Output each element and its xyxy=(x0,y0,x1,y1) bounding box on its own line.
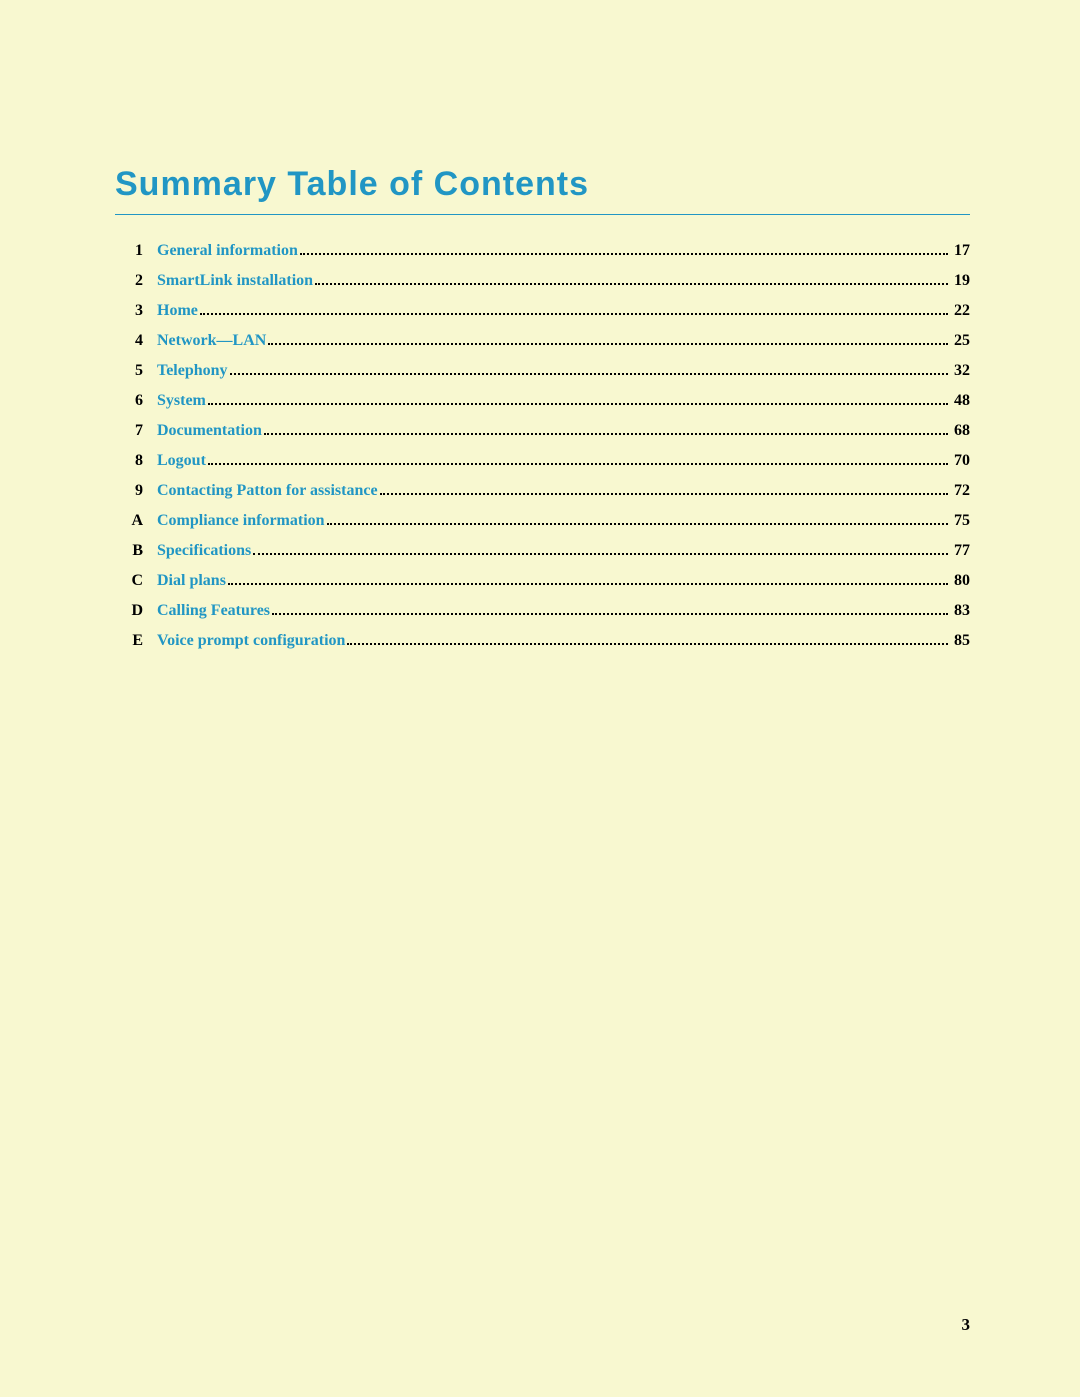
toc-entry-label: SmartLink installation xyxy=(157,273,313,289)
toc-entry[interactable]: D Calling Features 83 xyxy=(115,603,970,619)
toc-dot-leader xyxy=(327,523,948,525)
toc-entry-number: 2 xyxy=(115,273,143,289)
toc-entry-page: 48 xyxy=(954,393,970,409)
toc-entry-page: 22 xyxy=(954,303,970,319)
toc-entry-label: Compliance information xyxy=(157,513,325,529)
toc-entry-label: Telephony xyxy=(157,363,228,379)
toc-entry[interactable]: 7 Documentation 68 xyxy=(115,423,970,439)
toc-entry-page: 25 xyxy=(954,333,970,349)
toc-entry-number: D xyxy=(115,603,143,619)
toc-entry-number: 6 xyxy=(115,393,143,409)
toc-dot-leader xyxy=(230,373,948,375)
toc-entry[interactable]: 3 Home 22 xyxy=(115,303,970,319)
toc-entry-number: 5 xyxy=(115,363,143,379)
toc-dot-leader xyxy=(347,643,948,645)
toc-dot-leader xyxy=(264,433,948,435)
toc-entry-number: 9 xyxy=(115,483,143,499)
toc-entry-number: 1 xyxy=(115,243,143,259)
toc-entry[interactable]: E Voice prompt configuration 85 xyxy=(115,633,970,649)
toc-entry[interactable]: 4 Network—LAN 25 xyxy=(115,333,970,349)
toc-entry-page: 75 xyxy=(954,513,970,529)
toc-entry-page: 19 xyxy=(954,273,970,289)
document-page: Summary Table of Contents 1 General infor… xyxy=(0,0,1080,1397)
toc-entry[interactable]: 5 Telephony 32 xyxy=(115,363,970,379)
toc-entry-label: General information xyxy=(157,243,298,259)
toc-dot-leader xyxy=(228,583,948,585)
toc-entry-page: 72 xyxy=(954,483,970,499)
toc-entry-page: 70 xyxy=(954,453,970,469)
toc-entry-number: 3 xyxy=(115,303,143,319)
toc-entry-label: Voice prompt configuration xyxy=(157,633,345,649)
toc-entry-number: C xyxy=(115,573,143,589)
toc-entry-page: 32 xyxy=(954,363,970,379)
toc-entry-label: Documentation xyxy=(157,423,262,439)
toc-dot-leader xyxy=(268,343,948,345)
table-of-contents: 1 General information 17 2 SmartLink instal… xyxy=(115,243,970,649)
toc-entry-number: B xyxy=(115,543,143,559)
toc-entry-number: 4 xyxy=(115,333,143,349)
toc-entry-page: 83 xyxy=(954,603,970,619)
title-rule xyxy=(115,214,970,215)
toc-dot-leader xyxy=(208,403,948,405)
toc-dot-leader xyxy=(253,553,948,555)
toc-entry-page: 77 xyxy=(954,543,970,559)
toc-entry[interactable]: 1 General information 17 xyxy=(115,243,970,259)
page-title: Summary Table of Contents xyxy=(115,165,970,204)
toc-entry-number: 7 xyxy=(115,423,143,439)
toc-entry-label: System xyxy=(157,393,206,409)
toc-dot-leader xyxy=(200,313,948,315)
toc-dot-leader xyxy=(272,613,948,615)
toc-entry-number: A xyxy=(115,513,143,529)
toc-dot-leader xyxy=(380,493,948,495)
toc-entry-page: 85 xyxy=(954,633,970,649)
toc-entry-page: 80 xyxy=(954,573,970,589)
toc-entry[interactable]: 2 SmartLink installation 19 xyxy=(115,273,970,289)
toc-entry-number: 8 xyxy=(115,453,143,469)
toc-entry[interactable]: B Specifications 77 xyxy=(115,543,970,559)
toc-entry-page: 68 xyxy=(954,423,970,439)
toc-entry-label: Specifications xyxy=(157,543,251,559)
toc-entry[interactable]: 6 System 48 xyxy=(115,393,970,409)
toc-entry-label: Home xyxy=(157,303,198,319)
toc-entry-label: Dial plans xyxy=(157,573,226,589)
toc-entry-label: Contacting Patton for assistance xyxy=(157,483,378,499)
toc-dot-leader xyxy=(300,253,948,255)
toc-entry[interactable]: A Compliance information 75 xyxy=(115,513,970,529)
toc-entry[interactable]: 9 Contacting Patton for assistance 72 xyxy=(115,483,970,499)
toc-entry-page: 17 xyxy=(954,243,970,259)
toc-entry-label: Logout xyxy=(157,453,206,469)
toc-dot-leader xyxy=(315,283,948,285)
toc-entry[interactable]: C Dial plans 80 xyxy=(115,573,970,589)
page-number: 3 xyxy=(962,1315,971,1335)
toc-dot-leader xyxy=(208,463,948,465)
toc-entry-label: Network—LAN xyxy=(157,333,266,349)
toc-entry-label: Calling Features xyxy=(157,603,270,619)
toc-entry[interactable]: 8 Logout 70 xyxy=(115,453,970,469)
toc-entry-number: E xyxy=(115,633,143,649)
